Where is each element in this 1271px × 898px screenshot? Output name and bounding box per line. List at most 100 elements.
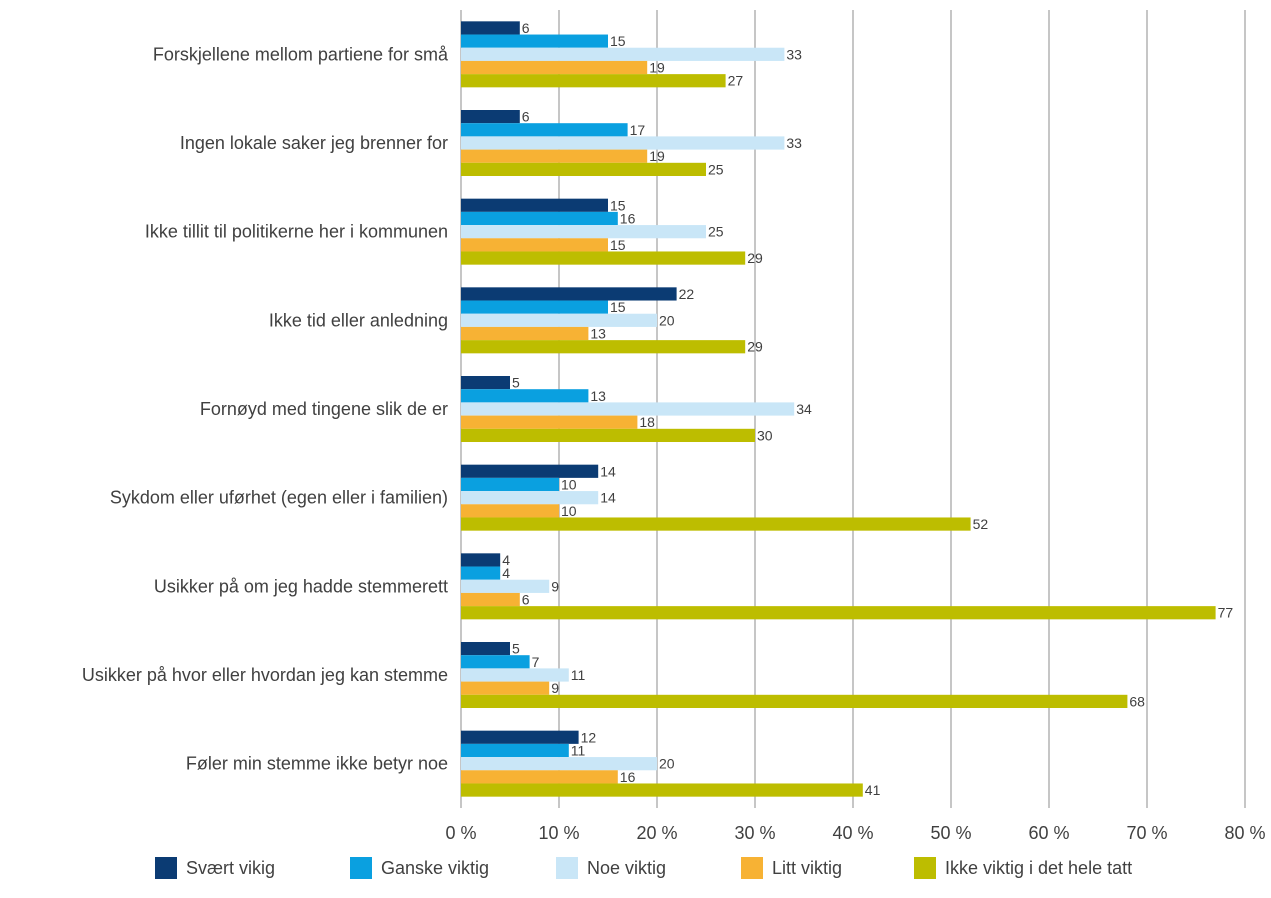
bar (461, 162, 706, 176)
bar (461, 123, 628, 137)
data-label: 29 (747, 339, 763, 355)
bar (461, 504, 559, 518)
data-label: 6 (522, 20, 530, 36)
bar (461, 389, 589, 403)
data-label: 15 (610, 299, 626, 315)
category-label: Ikke tid eller anledning (269, 310, 448, 330)
data-label: 25 (708, 224, 724, 240)
bar (461, 287, 677, 301)
data-label: 16 (620, 210, 636, 226)
bar (461, 553, 501, 567)
bar (461, 340, 746, 354)
legend-swatch (556, 857, 578, 879)
legend-label: Ganske viktig (381, 858, 489, 878)
data-label: 6 (522, 592, 530, 608)
bar (461, 566, 501, 580)
x-tick-label: 30 % (734, 823, 775, 843)
bar (461, 60, 648, 75)
data-label: 20 (659, 756, 675, 772)
legend-swatch (155, 857, 177, 879)
data-label: 10 (561, 476, 577, 492)
bar (461, 110, 520, 124)
data-label: 41 (865, 782, 881, 798)
bar (461, 300, 608, 314)
data-label: 14 (600, 490, 616, 506)
bar (461, 592, 520, 607)
bar (461, 464, 599, 478)
bar (461, 668, 569, 682)
data-label: 77 (1218, 605, 1234, 621)
data-label: 19 (649, 148, 665, 164)
data-label: 30 (757, 427, 773, 443)
bar (461, 491, 599, 505)
bar (461, 428, 755, 442)
legend-label: Litt viktig (772, 858, 842, 878)
legend: Svært vikig Ganske viktig Noe viktig Litt v… (155, 857, 1132, 879)
data-label: 25 (708, 161, 724, 177)
data-label: 13 (590, 326, 606, 342)
bar (461, 415, 638, 429)
legend-swatch (914, 857, 936, 879)
bar (461, 198, 608, 212)
bar (461, 681, 550, 695)
legend-swatch (741, 857, 763, 879)
data-label: 52 (973, 516, 989, 532)
bar (461, 136, 785, 150)
data-label: 22 (679, 286, 695, 302)
bar (461, 326, 589, 341)
data-label: 13 (590, 388, 606, 404)
x-tick-label: 70 % (1126, 823, 1167, 843)
data-label: 6 (522, 109, 530, 125)
category-label: Usikker på hvor eller hvordan jeg kan st… (82, 665, 448, 685)
data-label: 15 (610, 197, 626, 213)
category-label: Usikker på om jeg hadde stemmerett (154, 576, 448, 596)
bar (461, 743, 569, 758)
bar (461, 74, 726, 88)
data-label: 19 (649, 60, 665, 76)
legend-swatch (350, 857, 372, 879)
data-label: 5 (512, 375, 520, 391)
bars (461, 21, 1216, 797)
data-label: 33 (786, 135, 802, 151)
bar (461, 21, 520, 35)
data-label: 9 (551, 578, 559, 594)
bar (461, 211, 618, 226)
data-label: 7 (532, 654, 540, 670)
data-label: 16 (620, 769, 636, 785)
bar (461, 517, 971, 531)
data-label: 15 (610, 33, 626, 49)
bar (461, 402, 795, 416)
data-label: 12 (581, 729, 597, 745)
bar (461, 579, 550, 593)
x-tick-label: 40 % (832, 823, 873, 843)
data-labels: 6153319276173319251516251529221520132951… (502, 20, 1233, 798)
bar (461, 477, 559, 492)
category-label: Ikke tillit til politikerne her i kommun… (145, 222, 448, 242)
bar (461, 770, 618, 784)
x-tick-label: 0 % (445, 823, 476, 843)
data-label: 34 (796, 401, 812, 417)
bar (461, 642, 510, 656)
x-tick-label: 10 % (538, 823, 579, 843)
category-label: Fornøyd med tingene slik de er (200, 399, 448, 419)
legend-label: Noe viktig (587, 858, 666, 878)
bar (461, 47, 785, 61)
bar (461, 149, 648, 163)
category-label: Sykdom eller uførhet (egen eller i famil… (110, 488, 448, 508)
category-labels: Forskjellene mellom partiene for små Inge… (82, 44, 449, 773)
x-tick-label: 60 % (1028, 823, 1069, 843)
data-label: 5 (512, 641, 520, 657)
bar (461, 694, 1128, 708)
bar (461, 783, 863, 797)
data-label: 20 (659, 312, 675, 328)
x-tick-label: 80 % (1224, 823, 1265, 843)
bar (461, 730, 579, 744)
bar (461, 251, 746, 265)
category-label: Føler min stemme ikke betyr noe (186, 754, 448, 774)
bar (461, 238, 608, 252)
data-label: 27 (728, 73, 744, 89)
data-label: 33 (786, 46, 802, 62)
data-label: 11 (571, 742, 586, 758)
